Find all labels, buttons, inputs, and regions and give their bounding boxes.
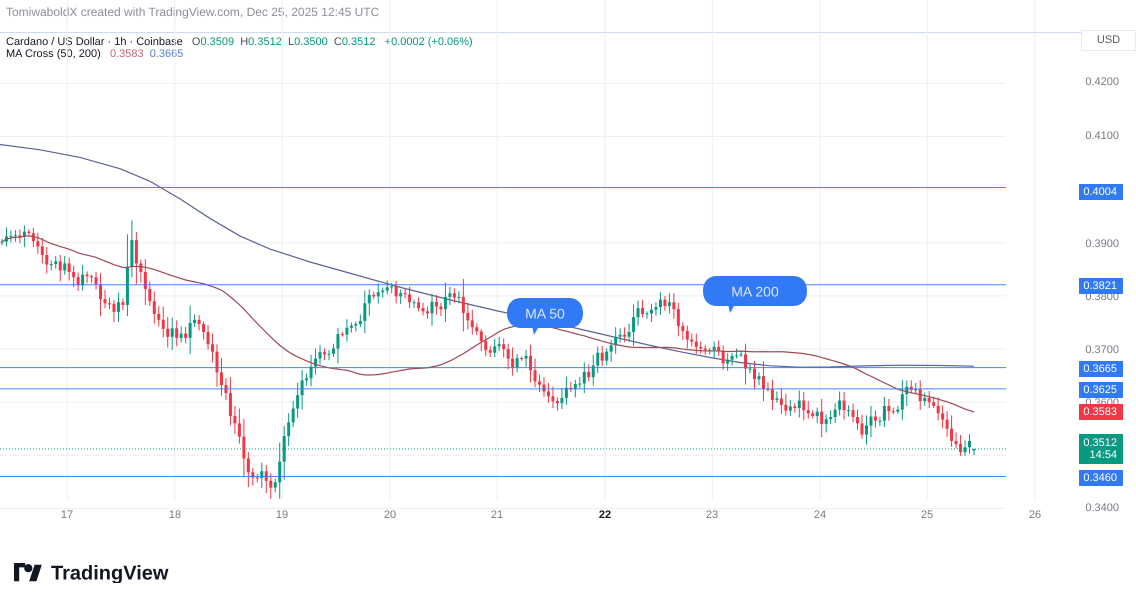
svg-text:TradingView: TradingView	[51, 563, 169, 584]
svg-text:MA 50: MA 50	[525, 306, 565, 322]
svg-text:MA 200: MA 200	[731, 284, 779, 300]
